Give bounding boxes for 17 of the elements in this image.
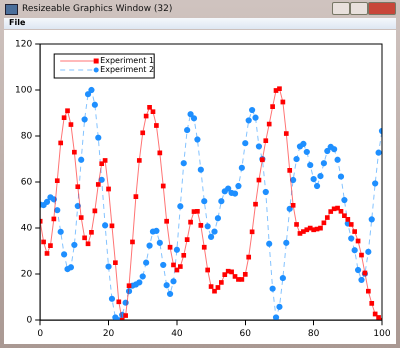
text: Resizeable Graphics Window (32) xyxy=(22,4,172,14)
y-tick-label: 120 xyxy=(14,39,32,50)
y-tick-label: 100 xyxy=(14,85,32,96)
legend-label: Experiment 1 xyxy=(100,56,154,66)
x-tick-label: 40 xyxy=(171,328,183,339)
x-tick-label: 80 xyxy=(308,328,320,339)
y-tick-label: 60 xyxy=(20,177,32,188)
text: File xyxy=(9,18,26,27)
x-tick-label: 60 xyxy=(240,328,252,339)
y-tick-label: 0 xyxy=(26,316,32,326)
x-tick-label: 0 xyxy=(37,328,44,339)
y-tick-label: 40 xyxy=(20,223,32,234)
legend-label: Experiment 2 xyxy=(100,65,154,74)
x-tick-label: 100 xyxy=(373,328,391,339)
y-tick-label: 20 xyxy=(20,270,32,280)
x-tick-label: 20 xyxy=(102,328,115,339)
y-tick-label: 80 xyxy=(20,131,32,142)
